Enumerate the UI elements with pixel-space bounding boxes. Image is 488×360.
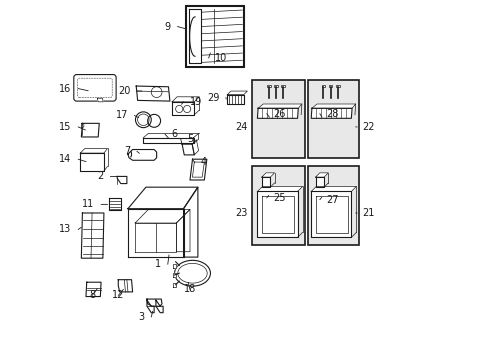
Polygon shape <box>81 123 99 137</box>
Polygon shape <box>192 162 204 177</box>
Text: 9: 9 <box>164 22 171 32</box>
Polygon shape <box>136 86 169 101</box>
Text: 21: 21 <box>362 208 374 218</box>
Polygon shape <box>128 209 183 257</box>
Polygon shape <box>183 187 198 257</box>
Polygon shape <box>117 176 126 184</box>
Bar <box>252 166 304 244</box>
Polygon shape <box>128 187 198 209</box>
Polygon shape <box>128 149 156 160</box>
Text: 7: 7 <box>124 146 130 156</box>
Polygon shape <box>135 210 190 223</box>
Text: 27: 27 <box>325 195 338 205</box>
Text: 23: 23 <box>235 208 247 218</box>
Bar <box>281 85 285 87</box>
Polygon shape <box>310 108 351 118</box>
Polygon shape <box>172 273 176 277</box>
Bar <box>328 85 332 87</box>
Polygon shape <box>310 192 351 237</box>
Text: 25: 25 <box>273 193 285 203</box>
Polygon shape <box>156 300 163 313</box>
Polygon shape <box>172 264 176 268</box>
Text: 22: 22 <box>362 122 374 132</box>
Polygon shape <box>135 223 176 252</box>
Text: 10: 10 <box>215 53 227 63</box>
Polygon shape <box>81 123 83 128</box>
Text: 29: 29 <box>206 93 219 103</box>
Text: 2: 2 <box>98 171 104 181</box>
Polygon shape <box>227 95 244 104</box>
Polygon shape <box>257 108 298 118</box>
Polygon shape <box>143 138 193 143</box>
Bar <box>185 6 244 67</box>
Text: 16: 16 <box>59 84 72 94</box>
Polygon shape <box>261 196 293 233</box>
Text: 11: 11 <box>82 199 94 210</box>
Bar <box>252 80 304 158</box>
Polygon shape <box>311 104 355 108</box>
Text: 26: 26 <box>273 109 285 119</box>
Polygon shape <box>315 196 347 233</box>
Text: 15: 15 <box>59 122 72 132</box>
Text: 8: 8 <box>89 291 95 301</box>
Polygon shape <box>227 91 247 95</box>
Text: 24: 24 <box>235 122 247 132</box>
Polygon shape <box>192 140 198 155</box>
Bar <box>266 85 270 87</box>
Text: 19: 19 <box>190 97 202 107</box>
Text: 28: 28 <box>325 109 338 119</box>
Polygon shape <box>261 177 270 187</box>
Polygon shape <box>118 280 132 292</box>
Polygon shape <box>172 97 199 102</box>
Text: 17: 17 <box>115 111 128 121</box>
Polygon shape <box>97 98 103 102</box>
Polygon shape <box>182 144 194 155</box>
FancyBboxPatch shape <box>74 75 116 101</box>
Text: 13: 13 <box>59 225 72 234</box>
Polygon shape <box>147 299 162 306</box>
Text: 4: 4 <box>201 157 206 167</box>
Polygon shape <box>310 186 356 192</box>
Polygon shape <box>81 213 104 258</box>
Polygon shape <box>147 300 154 313</box>
Polygon shape <box>86 282 101 297</box>
Text: 14: 14 <box>59 154 72 164</box>
Polygon shape <box>257 192 297 237</box>
Text: 5: 5 <box>187 134 193 144</box>
Polygon shape <box>190 159 206 180</box>
Bar <box>335 85 339 87</box>
Polygon shape <box>258 104 301 108</box>
Text: 6: 6 <box>171 129 177 139</box>
Polygon shape <box>261 173 274 177</box>
Polygon shape <box>315 177 324 187</box>
Text: 1: 1 <box>155 259 161 269</box>
Polygon shape <box>188 9 201 63</box>
Bar <box>308 166 359 244</box>
Bar <box>321 85 325 87</box>
Text: 18: 18 <box>183 284 196 294</box>
Text: 12: 12 <box>112 291 124 301</box>
Polygon shape <box>80 153 104 171</box>
Text: 3: 3 <box>139 312 144 322</box>
Ellipse shape <box>174 260 210 286</box>
Polygon shape <box>172 283 176 287</box>
Polygon shape <box>315 173 328 177</box>
Polygon shape <box>257 186 302 192</box>
Text: 20: 20 <box>118 86 130 96</box>
Ellipse shape <box>178 264 207 283</box>
Polygon shape <box>176 210 190 252</box>
Polygon shape <box>80 148 107 153</box>
Bar <box>308 80 359 158</box>
Bar <box>274 85 277 87</box>
Polygon shape <box>109 198 121 211</box>
Polygon shape <box>193 134 198 143</box>
Polygon shape <box>172 102 194 115</box>
